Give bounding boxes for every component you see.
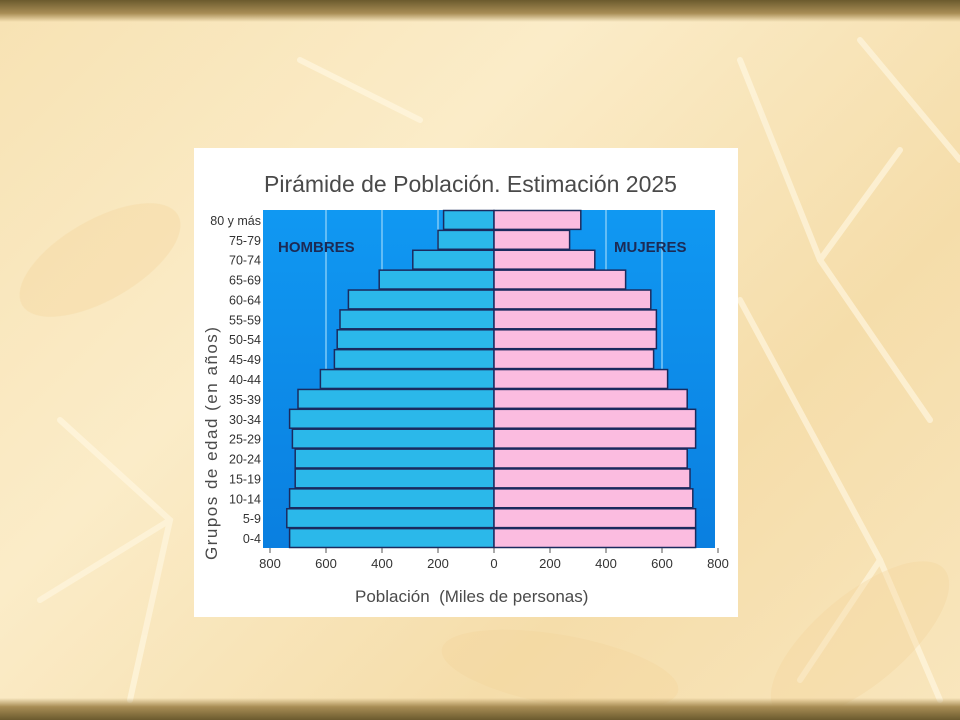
bar-hombres [288,488,495,509]
legend-mujeres: MUJERES [614,239,687,256]
bar-mujeres [493,527,697,549]
x-axis-ticks: 800 600 400 200 0 200 400 600 800 [259,548,729,571]
x-tick-label: 200 [539,556,561,571]
bar-mujeres [493,348,655,370]
bar-mujeres [493,309,658,330]
age-group-labels: 80 y más 75-79 70-74 65-69 60-64 55-59 50-54 45… [210,214,261,546]
bar-mujeres [493,507,697,529]
bar-mujeres [493,368,669,390]
population-pyramid-chart: Pirámide de Población. Estimación 2025 H… [202,171,729,606]
age-group-label: 25-29 [229,433,261,447]
age-group-label: 70-74 [229,254,261,268]
population-pyramid-card: Pirámide de Población. Estimación 2025 H… [194,148,738,617]
bar-hombres [297,388,495,410]
slide-bottom-band [0,698,960,720]
bar-hombres [333,348,495,370]
age-group-label: 45-49 [229,353,261,367]
bar-hombres [412,249,495,270]
bar-hombres [442,209,495,231]
bar-mujeres [493,388,688,410]
age-group-label: 55-59 [229,313,261,327]
bar-hombres [336,329,495,350]
bar-hombres [378,269,495,290]
chart-title: Pirámide de Población. Estimación 2025 [264,171,677,197]
bar-hombres [347,289,495,310]
x-tick-label: 200 [427,556,449,571]
bar-mujeres [493,408,697,429]
age-group-label: 30-34 [229,413,261,427]
x-tick-label: 400 [595,556,617,571]
bar-hombres [288,408,495,429]
bar-mujeres [493,488,694,509]
bar-hombres [294,468,495,489]
age-group-label: 5-9 [243,512,261,526]
age-group-label: 80 y más [210,214,261,228]
bar-mujeres [493,468,691,489]
age-group-label: 35-39 [229,393,261,407]
age-group-label: 60-64 [229,293,261,307]
age-group-label: 0-4 [243,532,261,546]
y-axis-label: Grupos de edad (en años) [202,326,221,560]
slide-top-band [0,0,960,22]
legend-hombres: HOMBRES [278,239,355,256]
age-group-label: 15-19 [229,472,261,486]
x-tick-label: 0 [490,556,497,571]
bar-hombres [319,368,495,390]
x-tick-label: 600 [315,556,337,571]
x-tick-label: 800 [259,556,281,571]
x-tick-label: 400 [371,556,393,571]
bar-mujeres [493,269,627,290]
x-tick-label: 800 [707,556,729,571]
bar-mujeres [493,428,697,449]
age-group-label: 75-79 [229,234,261,248]
age-group-label: 50-54 [229,333,261,347]
bar-mujeres [493,289,652,310]
bar-mujeres [493,209,582,231]
age-group-label: 20-24 [229,453,261,467]
bar-hombres [288,527,495,549]
age-group-label: 65-69 [229,274,261,288]
age-group-label: 10-14 [229,492,261,506]
bar-mujeres [493,249,596,270]
bar-hombres [339,309,495,330]
age-group-label: 40-44 [229,373,261,387]
mujeres-bars [493,209,697,549]
bar-mujeres [493,448,688,469]
x-tick-label: 600 [651,556,673,571]
bar-hombres [294,448,495,469]
bar-mujeres [493,329,658,350]
x-axis-label: Población (Miles de personas) [355,587,588,606]
bar-hombres [291,428,495,449]
bar-mujeres [493,229,571,251]
bar-hombres [437,229,495,251]
hombres-bars [286,209,495,549]
bar-hombres [286,507,495,529]
